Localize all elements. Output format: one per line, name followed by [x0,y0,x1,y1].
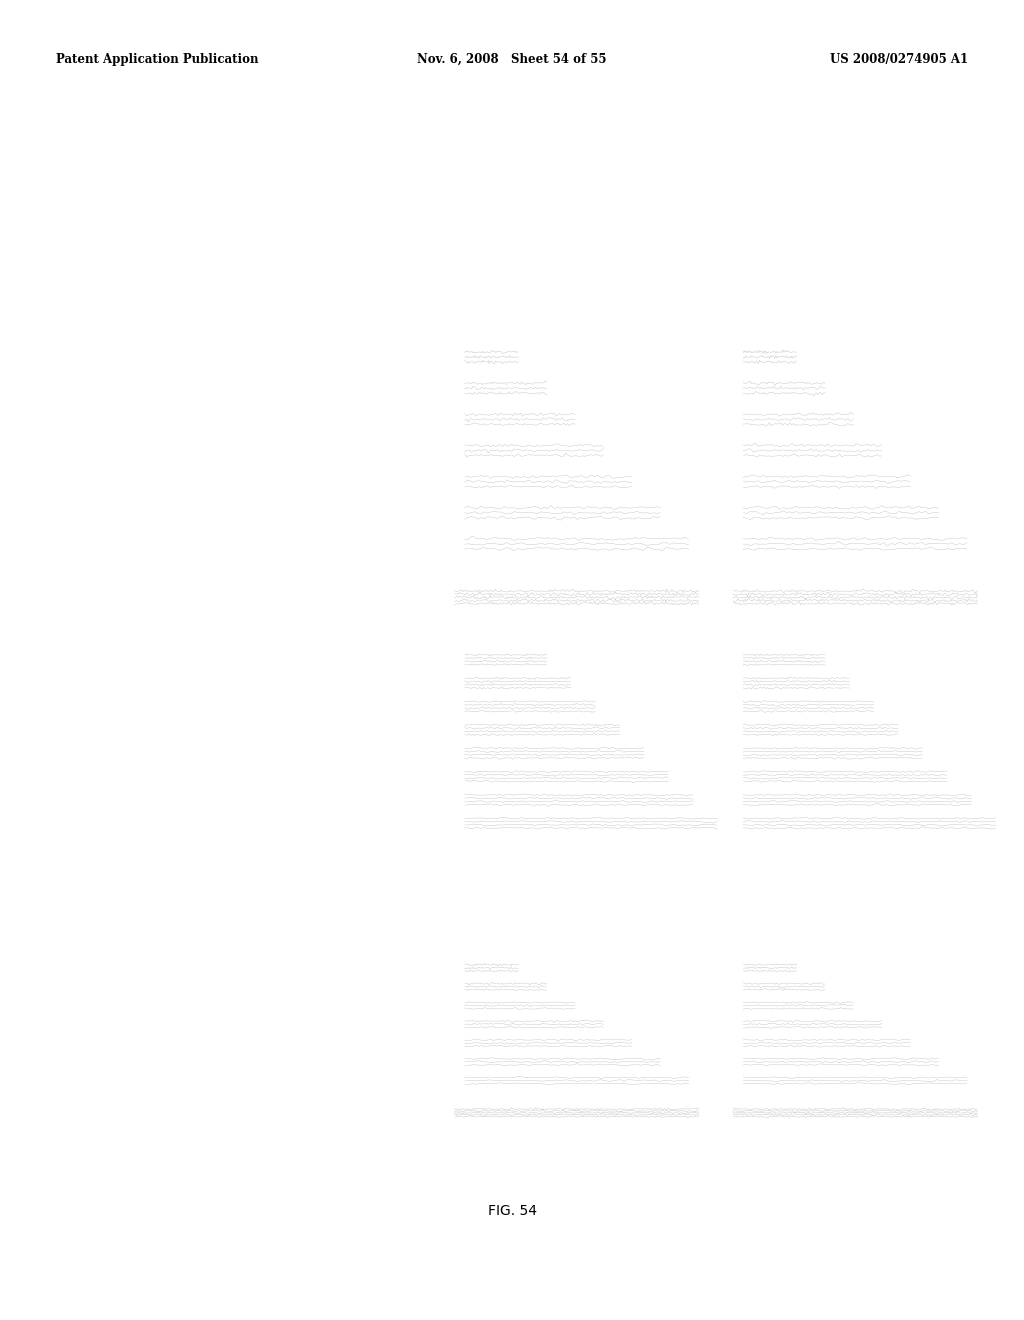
Bar [463,675,572,690]
Bar [463,502,662,521]
Bar [741,1074,969,1086]
Text: 16 μm: 16 μm [374,234,395,240]
Bar [741,378,826,397]
Text: A: A [139,234,148,247]
Bar [741,851,991,866]
Bar [741,744,925,760]
Text: 16 μm: 16 μm [374,393,395,400]
Bar [463,767,670,784]
Bar [463,814,719,830]
Bar [463,533,690,553]
Text: US 2008/0274905 A1: US 2008/0274905 A1 [829,53,968,66]
Bar [463,651,548,667]
Bar [463,744,646,760]
Text: E: E [452,242,460,255]
Bar [463,409,577,428]
Text: 16 μm: 16 μm [374,722,395,729]
Bar [741,440,884,459]
Text: 16 μm: 16 μm [374,553,395,560]
Text: Nov. 6, 2008   Sheet 54 of 55: Nov. 6, 2008 Sheet 54 of 55 [417,53,607,66]
Bar [741,767,948,784]
Bar [730,587,980,607]
Bar [463,346,520,366]
Bar [463,471,634,491]
Text: 80 μm: 80 μm [930,898,952,904]
Bar [463,999,577,1011]
Bar [741,1036,912,1048]
Text: D: D [139,722,150,735]
Bar [741,981,826,993]
Bar [741,814,997,830]
Text: 80 μm: 80 μm [930,242,952,247]
Bar [463,697,597,714]
Bar [463,851,713,866]
Bar [741,675,851,690]
Text: FIG. 54: FIG. 54 [487,1204,537,1218]
Bar [463,1074,690,1086]
Bar [741,346,799,366]
Bar [741,721,900,737]
Bar [741,791,973,807]
Bar [730,1107,980,1119]
Text: B: B [139,393,148,407]
Bar [741,697,876,714]
Bar [463,440,605,459]
Text: G: G [452,898,462,911]
Text: 80 μm: 80 μm [930,645,952,652]
Bar [741,471,912,491]
Bar [741,651,826,667]
Bar [463,1036,634,1048]
Text: F: F [452,645,460,659]
Bar [463,721,622,737]
Bar [452,1107,701,1119]
Text: C: C [139,553,148,566]
Bar [741,533,969,553]
Bar [463,1056,662,1067]
Bar [741,999,855,1011]
Bar [741,961,799,973]
Bar [741,409,855,428]
Bar [463,791,694,807]
Bar [463,1018,605,1030]
Text: Patent Application Publication: Patent Application Publication [56,53,259,66]
Bar [741,502,940,521]
Bar [463,981,548,993]
Bar [463,378,548,397]
Bar [463,961,520,973]
Bar [741,1056,940,1067]
Bar [741,1018,884,1030]
Bar [452,587,701,607]
